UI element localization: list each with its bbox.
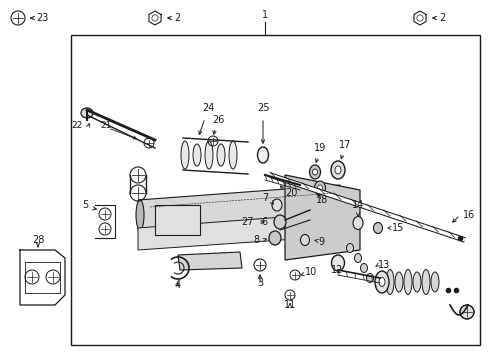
Text: 24: 24 <box>202 103 214 113</box>
Text: 5: 5 <box>81 200 88 210</box>
Ellipse shape <box>346 243 353 252</box>
Text: 4: 4 <box>175 280 181 290</box>
Circle shape <box>459 305 473 319</box>
Ellipse shape <box>193 144 201 166</box>
Text: 15: 15 <box>391 223 404 233</box>
Text: 8: 8 <box>253 235 260 245</box>
Ellipse shape <box>312 169 317 175</box>
Text: 1: 1 <box>262 10 267 20</box>
Ellipse shape <box>331 255 344 271</box>
Ellipse shape <box>394 272 402 292</box>
Ellipse shape <box>421 270 429 294</box>
Text: 3: 3 <box>256 278 263 288</box>
Text: 14: 14 <box>351 200 364 210</box>
Ellipse shape <box>317 185 322 191</box>
Text: 16: 16 <box>462 210 474 220</box>
Polygon shape <box>178 252 242 270</box>
Ellipse shape <box>271 199 282 211</box>
Ellipse shape <box>378 278 384 287</box>
Text: 12: 12 <box>330 265 343 275</box>
Ellipse shape <box>354 253 361 262</box>
Text: 22: 22 <box>72 121 83 130</box>
Polygon shape <box>155 205 200 235</box>
Ellipse shape <box>314 181 325 195</box>
Text: 27: 27 <box>241 217 253 227</box>
Ellipse shape <box>81 108 93 118</box>
Ellipse shape <box>217 144 224 166</box>
Ellipse shape <box>374 271 388 293</box>
Text: 9: 9 <box>317 237 324 247</box>
Ellipse shape <box>333 188 341 212</box>
Text: 28: 28 <box>32 235 44 245</box>
Ellipse shape <box>385 270 393 294</box>
Text: 17: 17 <box>338 140 350 150</box>
Text: 7: 7 <box>261 193 267 203</box>
Ellipse shape <box>373 222 382 234</box>
Text: 6: 6 <box>260 217 266 227</box>
Text: 20: 20 <box>285 188 297 198</box>
Text: 23: 23 <box>36 13 48 23</box>
Ellipse shape <box>228 141 237 169</box>
Ellipse shape <box>136 200 143 230</box>
Text: 11: 11 <box>284 300 296 310</box>
Ellipse shape <box>352 216 362 230</box>
Polygon shape <box>138 185 339 230</box>
Ellipse shape <box>403 270 411 294</box>
Ellipse shape <box>257 147 268 163</box>
Polygon shape <box>138 215 309 250</box>
Text: 26: 26 <box>211 115 224 125</box>
Text: 10: 10 <box>305 267 317 277</box>
Ellipse shape <box>273 215 285 229</box>
Ellipse shape <box>204 141 213 169</box>
Ellipse shape <box>330 161 345 179</box>
Ellipse shape <box>412 272 420 292</box>
Ellipse shape <box>366 274 373 283</box>
Text: 19: 19 <box>313 143 325 153</box>
Text: 13: 13 <box>377 260 389 270</box>
Bar <box>71 35 479 345</box>
Text: 2: 2 <box>438 13 445 23</box>
Ellipse shape <box>300 234 309 246</box>
Text: 18: 18 <box>315 195 327 205</box>
Ellipse shape <box>334 166 340 174</box>
Text: 25: 25 <box>256 103 269 113</box>
Text: 2: 2 <box>174 13 180 23</box>
Ellipse shape <box>268 231 281 245</box>
Polygon shape <box>285 175 359 260</box>
Ellipse shape <box>309 165 320 179</box>
Ellipse shape <box>360 264 367 273</box>
Ellipse shape <box>430 272 438 292</box>
Ellipse shape <box>181 141 189 169</box>
Text: 21: 21 <box>100 121 111 130</box>
